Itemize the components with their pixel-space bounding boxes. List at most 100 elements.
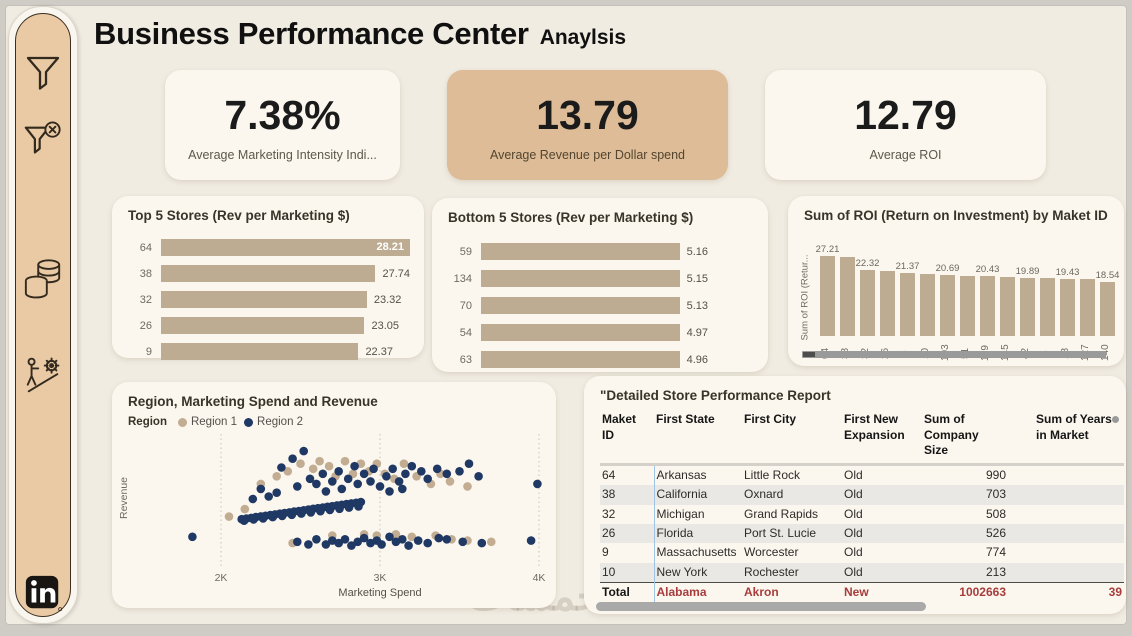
- bar[interactable]: [481, 243, 680, 260]
- table-title: "Detailed Store Performance Report: [600, 388, 831, 403]
- sidebar-pill: [15, 13, 71, 617]
- bar[interactable]: [920, 274, 935, 336]
- horizontal-scrollbar[interactable]: [802, 351, 1106, 358]
- scatter-point: [324, 461, 334, 471]
- bar-track: 27.74: [161, 265, 410, 282]
- table-horizontal-scrollbar[interactable]: [596, 602, 926, 611]
- category-label: 64: [139, 241, 152, 254]
- filter-button[interactable]: [23, 50, 63, 96]
- column-header[interactable]: First New Expansion: [842, 409, 922, 466]
- column: [880, 242, 895, 336]
- kpi-card-revenue-per-dollar: 13.79 Average Revenue per Dollar spend: [447, 70, 728, 180]
- table-row[interactable]: 10 New York Rochester Old 213: [600, 562, 1124, 583]
- scatter-point: [432, 464, 442, 474]
- bar[interactable]: 28.21: [161, 239, 410, 256]
- bar[interactable]: [820, 256, 835, 336]
- table-cell: [1034, 485, 1124, 505]
- scatter-point: [474, 472, 483, 481]
- table-cell: Old: [842, 485, 922, 505]
- bar[interactable]: [860, 270, 875, 336]
- scatter-point: [283, 467, 293, 476]
- column: [1080, 242, 1095, 336]
- category-label: 38: [139, 267, 152, 280]
- linkedin-button[interactable]: [23, 570, 63, 616]
- table-row[interactable]: 26 Florida Port St. Lucie Old 526: [600, 523, 1124, 544]
- bar[interactable]: [481, 270, 680, 287]
- scatter-point: [359, 533, 369, 543]
- bar[interactable]: [1020, 277, 1035, 336]
- table-cell: Arkansas: [653, 464, 742, 486]
- scatter-point: [293, 537, 302, 547]
- scatter-point: [487, 537, 496, 547]
- scrollbar-thumb[interactable]: [803, 352, 815, 357]
- scatter-point: [463, 482, 472, 491]
- bar[interactable]: [840, 256, 855, 336]
- column-header[interactable]: Sum of Company Size: [922, 409, 1034, 466]
- bar[interactable]: [1000, 276, 1015, 336]
- sidebar: [8, 6, 78, 624]
- scatter-point: [312, 535, 321, 544]
- table-row[interactable]: 32 Michigan Grand Rapids Old 508: [600, 504, 1124, 524]
- table-row[interactable]: 38 California Oxnard Old 703: [600, 485, 1124, 505]
- bar[interactable]: [161, 291, 367, 308]
- table-cell: Grand Rapids: [744, 506, 819, 521]
- column-header[interactable]: First State: [654, 409, 742, 466]
- bar[interactable]: [960, 275, 975, 336]
- table-cell: Little Rock: [744, 467, 801, 482]
- table-cell: 38: [600, 485, 654, 505]
- column-header[interactable]: First City: [742, 409, 842, 466]
- legend-item-region2[interactable]: Region 2: [244, 416, 303, 428]
- scatter-point: [526, 536, 536, 545]
- coins-icon: [24, 259, 61, 299]
- bar[interactable]: [481, 324, 680, 341]
- bar[interactable]: [481, 351, 680, 368]
- efficiency-button[interactable]: [23, 354, 63, 400]
- scatter-point: [369, 464, 378, 474]
- clear-filter-button[interactable]: [23, 118, 63, 164]
- vertical-scrollbar-thumb[interactable]: [1112, 416, 1119, 423]
- bar[interactable]: [161, 343, 359, 360]
- bar[interactable]: [880, 270, 895, 336]
- bar[interactable]: [161, 265, 376, 282]
- table-row[interactable]: 64 Arkansas Little Rock Old 990: [600, 464, 1124, 486]
- value-label: 27.74: [382, 267, 410, 280]
- page-title-sub: Anaylsis: [539, 26, 627, 49]
- column-header[interactable]: Sum of Years in Market: [1034, 409, 1124, 466]
- scatter-point: [347, 541, 356, 550]
- legend: Region Region 1 Region 2: [112, 409, 556, 428]
- scatter-point: [413, 536, 423, 545]
- table-cell: 508: [985, 506, 1006, 521]
- bar[interactable]: [1080, 279, 1095, 336]
- bar[interactable]: [980, 275, 995, 336]
- bar[interactable]: [900, 273, 915, 336]
- total-cell: New: [842, 581, 922, 603]
- table-row[interactable]: 9 Massachusetts Worcester Old 774: [600, 543, 1124, 563]
- scatter-point: [464, 459, 474, 468]
- table-cell: 526: [922, 523, 1034, 544]
- person-gear-icon: [26, 357, 60, 393]
- scatter-point: [296, 459, 305, 468]
- legend-item-region1[interactable]: Region 1: [177, 416, 237, 428]
- scatter-point: [354, 502, 363, 511]
- bar[interactable]: [161, 317, 365, 334]
- scatter-point: [423, 538, 433, 548]
- total-cell: 1002663: [922, 581, 1034, 603]
- bar[interactable]: [1060, 278, 1075, 336]
- total-row: Total Alabama Akron New 1002663 39: [600, 581, 1124, 603]
- bar[interactable]: [1040, 278, 1055, 336]
- bar[interactable]: [481, 297, 680, 314]
- x-tick-label: 2K: [215, 572, 228, 584]
- kpi-value: 13.79: [536, 92, 639, 139]
- total-cell: 39: [1034, 581, 1124, 603]
- bar[interactable]: [940, 275, 955, 336]
- bar-track: 5.15: [481, 270, 708, 287]
- table-cell: Port St. Lucie: [742, 523, 842, 544]
- data-coins-button[interactable]: [23, 254, 63, 300]
- region1-swatch: [177, 417, 187, 427]
- scatter-point: [334, 538, 343, 548]
- scatter-point: [477, 538, 487, 548]
- bar[interactable]: [1100, 281, 1115, 336]
- bar-track: 23.32: [161, 291, 410, 308]
- bar-row: 32 23.32: [126, 291, 410, 308]
- column-header[interactable]: Maket ID: [600, 409, 654, 466]
